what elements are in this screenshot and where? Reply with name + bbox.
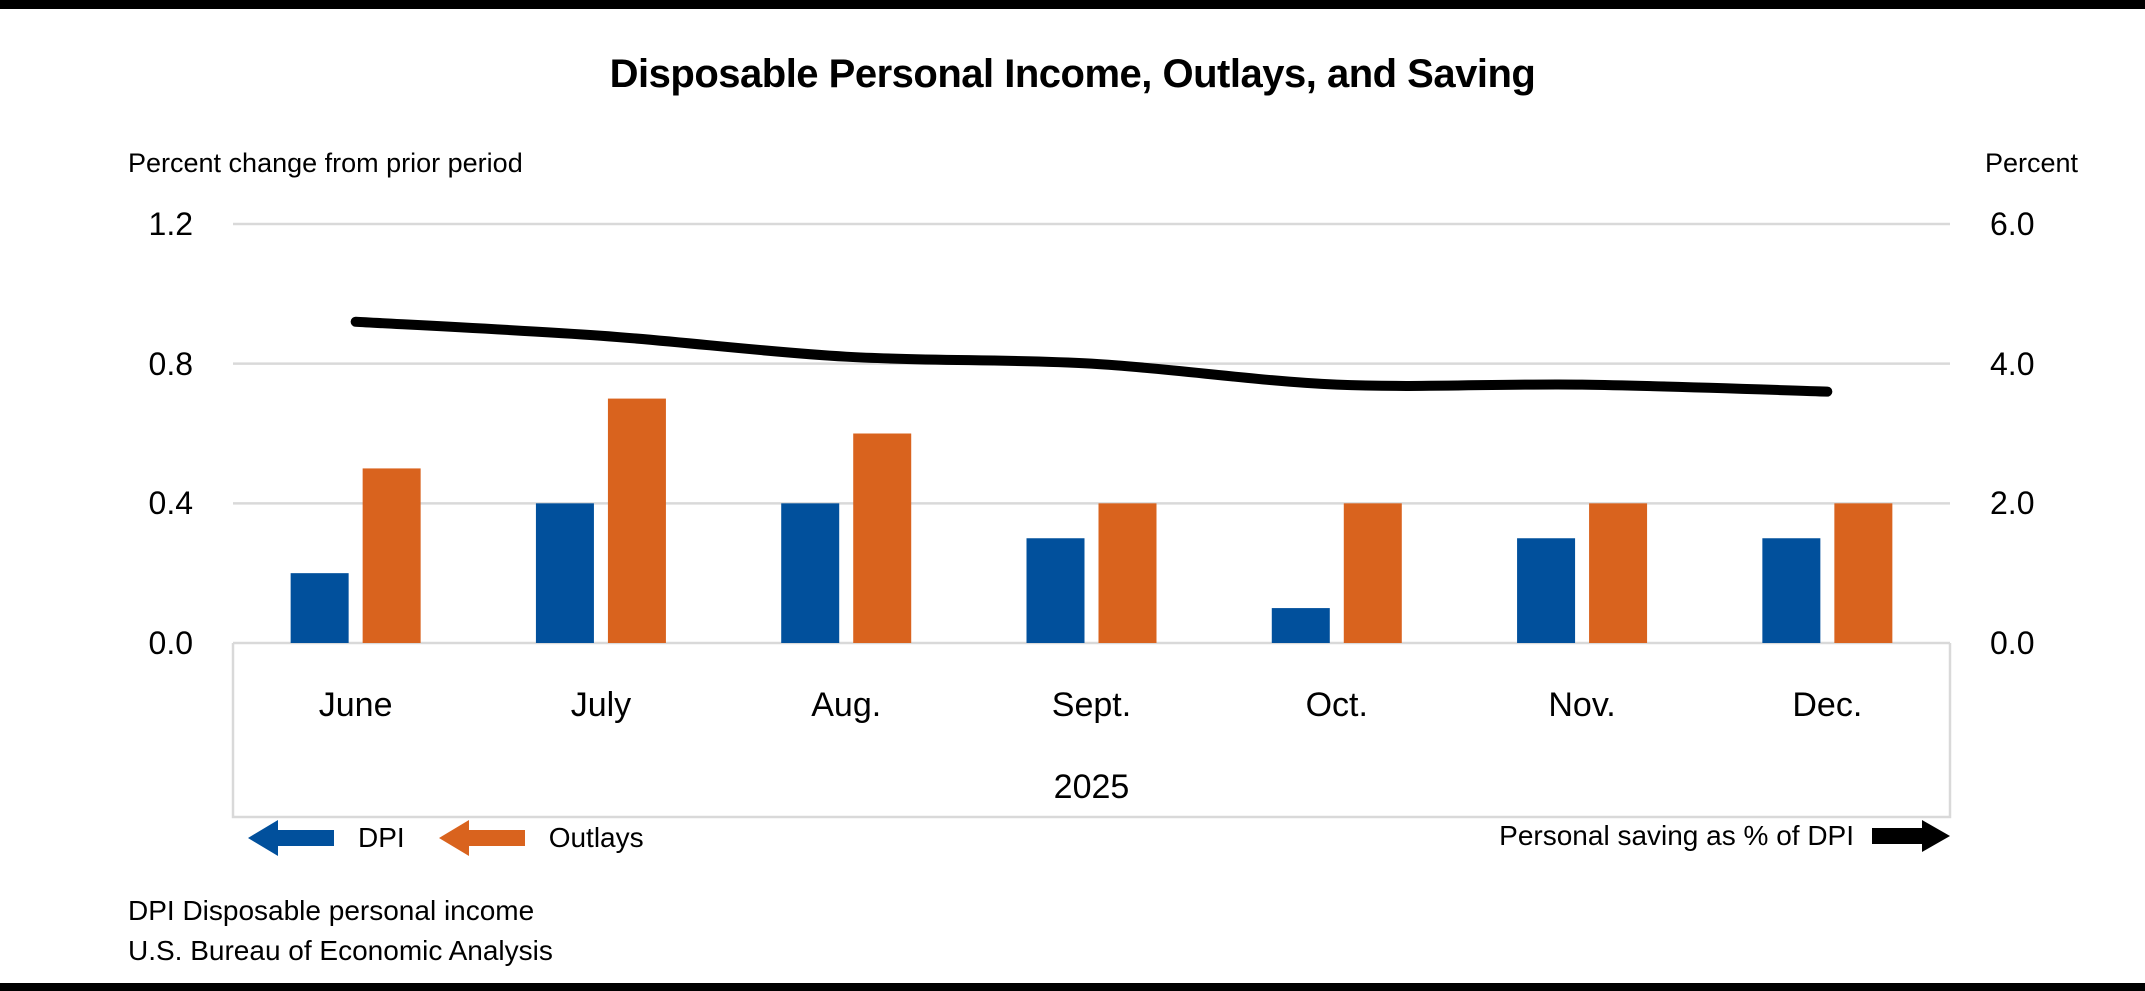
dpi-bar-Dec. bbox=[1762, 538, 1821, 643]
right-axis-tick-6.0: 6.0 bbox=[1990, 206, 2035, 242]
right-axis-tick-0.0: 0.0 bbox=[1990, 625, 2035, 661]
x-axis-label-June: June bbox=[318, 686, 393, 724]
personal-saving-line bbox=[350, 316, 1833, 397]
left-axis-tick-0.8: 0.8 bbox=[148, 345, 193, 382]
outlays-bar-July bbox=[607, 398, 666, 643]
dpi-bar-Oct. bbox=[1271, 608, 1330, 643]
legend-item-dpi: DPI bbox=[248, 820, 405, 856]
x-axis-label-Nov: Nov. bbox=[1548, 686, 1616, 724]
left-axis-tick-0.0: 0.0 bbox=[148, 625, 193, 661]
source-notes: DPI Disposable personal income U.S. Bure… bbox=[128, 891, 553, 971]
dpi-left-arrow-icon bbox=[248, 820, 334, 856]
footnote-source: U.S. Bureau of Economic Analysis bbox=[128, 935, 553, 966]
legend-label-saving: Personal saving as % of DPI bbox=[1499, 820, 1854, 851]
right-axis-tick-4.0: 4.0 bbox=[1990, 345, 2035, 382]
dpi-bar-Sept. bbox=[1026, 538, 1085, 643]
dpi-bar-June bbox=[290, 573, 349, 643]
x-axis-label-Aug: Aug. bbox=[811, 686, 882, 724]
outlays-bar-Oct. bbox=[1343, 503, 1402, 643]
right-axis-tick-2.0: 2.0 bbox=[1990, 485, 2035, 522]
right-axis-title: Percent bbox=[1985, 148, 2079, 178]
x-axis-label-July: July bbox=[570, 686, 632, 724]
legend-line: Personal saving as % of DPI bbox=[1499, 820, 1950, 852]
left-axis-tick-1.2: 1.2 bbox=[148, 206, 193, 242]
top-border-bar bbox=[0, 0, 2145, 9]
outlays-bar-Dec. bbox=[1834, 503, 1893, 643]
outlays-bar-Sept. bbox=[1098, 503, 1157, 643]
x-axis-year-label: 2025 bbox=[1053, 768, 1130, 806]
outlays-bar-Nov. bbox=[1589, 503, 1648, 643]
left-axis-title: Percent change from prior period bbox=[128, 148, 523, 178]
legend-label-dpi: DPI bbox=[358, 822, 405, 853]
dpi-bar-Nov. bbox=[1517, 538, 1576, 643]
legend-bars: DPI Outlays bbox=[248, 820, 644, 856]
left-axis-tick-0.4: 0.4 bbox=[148, 485, 193, 522]
footnote-dpi: DPI Disposable personal income bbox=[128, 895, 535, 926]
chart-title: Disposable Personal Income, Outlays, and… bbox=[609, 52, 1536, 96]
outlays-left-arrow-icon bbox=[438, 820, 525, 856]
x-axis-label-Oct: Oct. bbox=[1305, 686, 1368, 724]
outlays-bar-June bbox=[362, 468, 421, 643]
x-axis-label-Sept: Sept. bbox=[1051, 686, 1132, 724]
bottom-border-bar bbox=[0, 983, 2145, 991]
legend-item-outlays: Outlays bbox=[438, 820, 644, 856]
dpi-bar-Aug. bbox=[781, 503, 840, 643]
dpi-bar-July bbox=[535, 503, 594, 643]
saving-right-arrow-icon bbox=[1872, 820, 1950, 852]
outlays-bar-Aug. bbox=[853, 433, 912, 643]
category-area-frame bbox=[231, 643, 1952, 819]
legend-label-outlays: Outlays bbox=[548, 822, 644, 853]
x-axis-label-Dec: Dec. bbox=[1792, 686, 1863, 724]
